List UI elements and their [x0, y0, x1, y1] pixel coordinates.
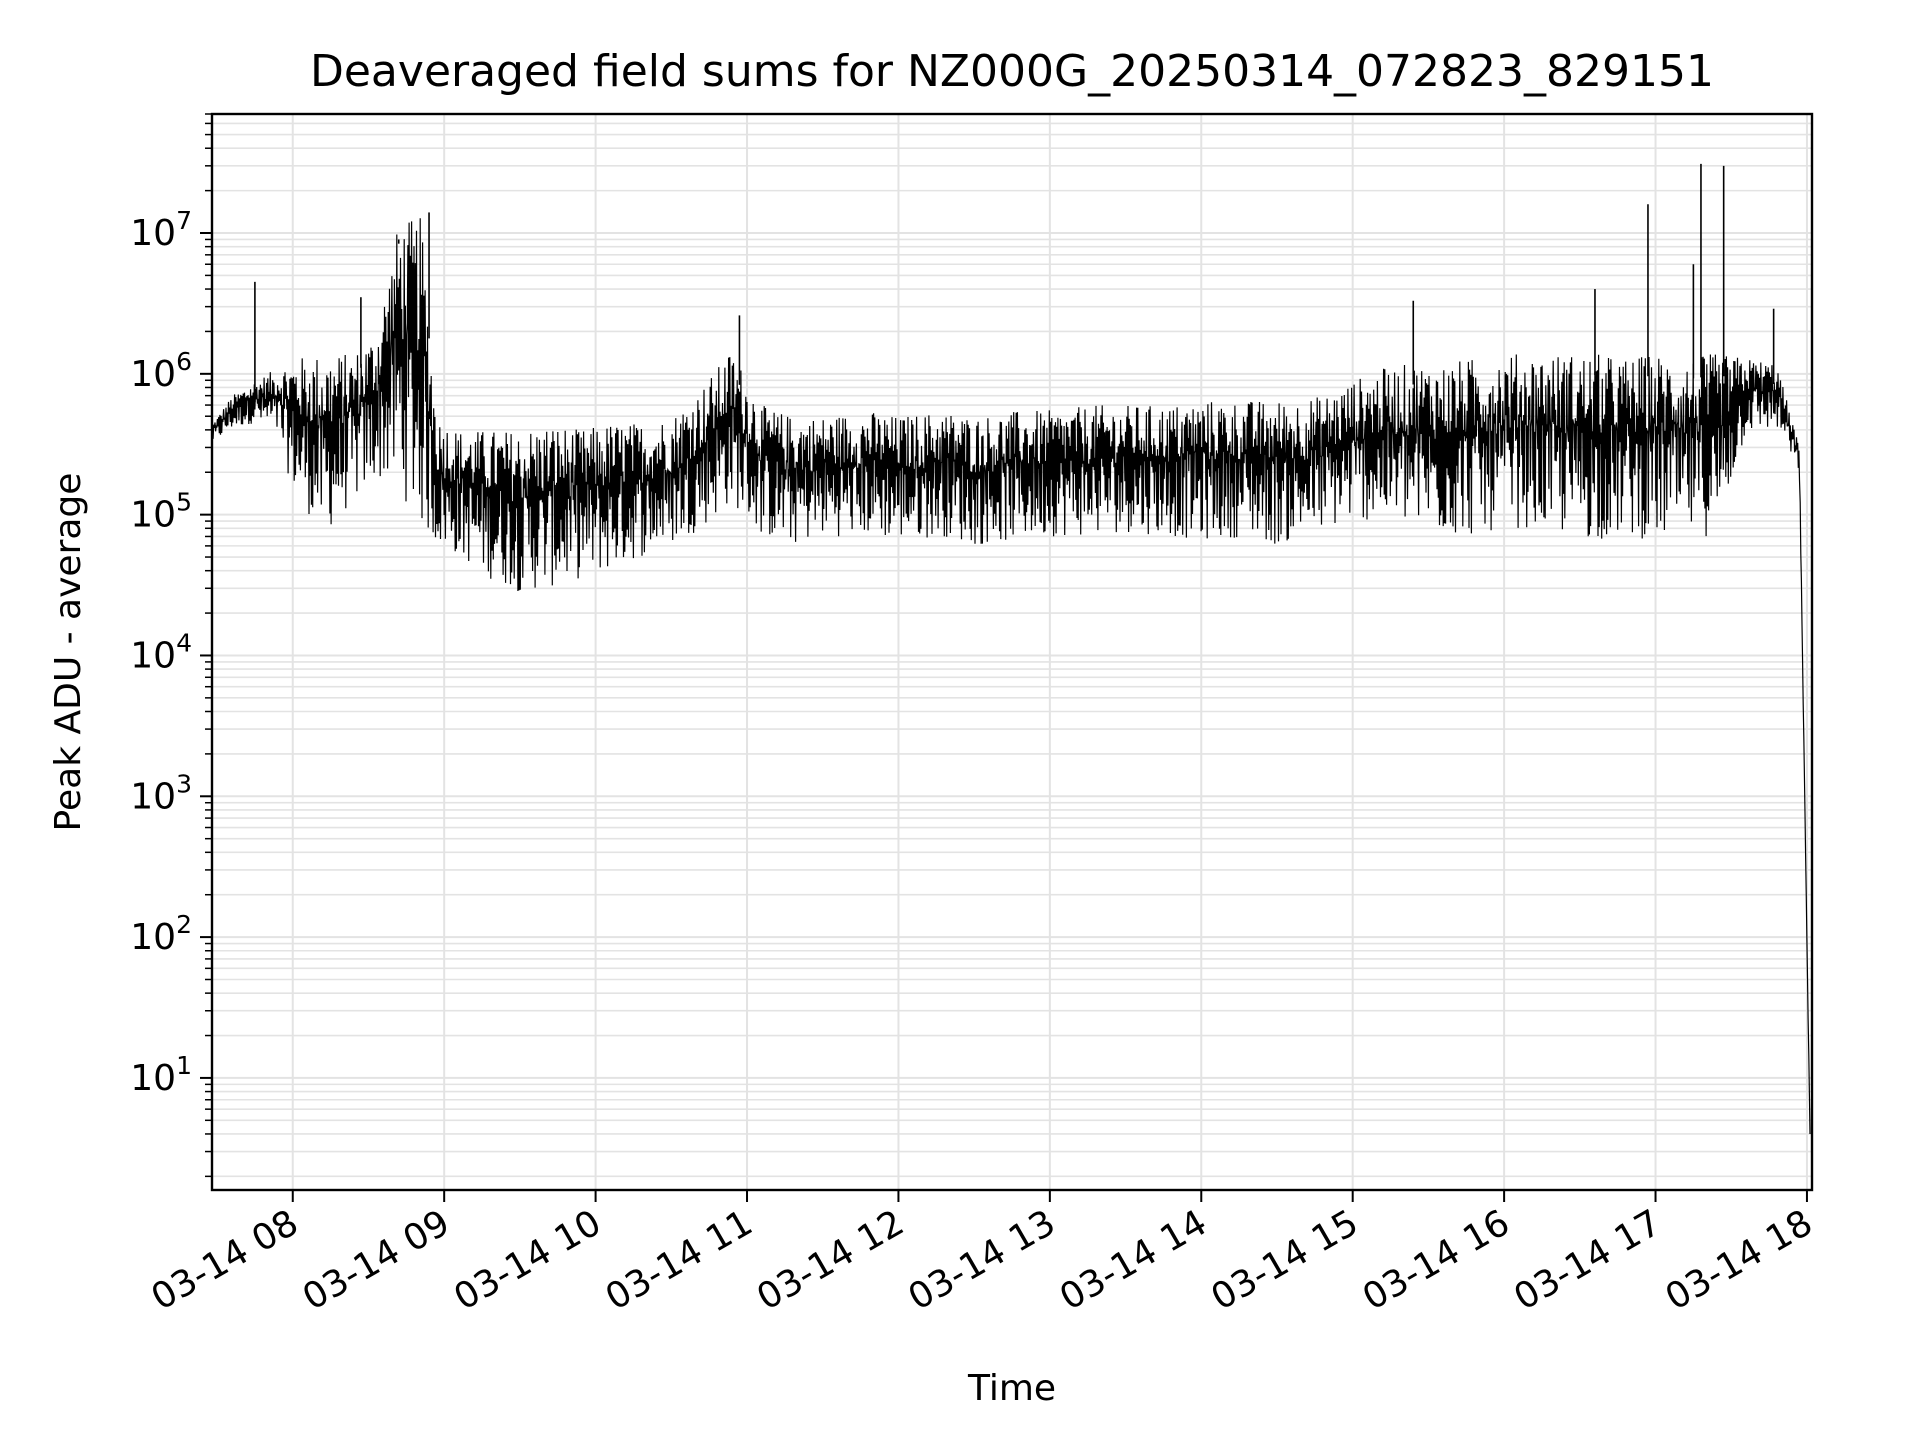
y-tick-label: 102	[130, 910, 192, 958]
chart-title: Deaveraged field sums for NZ000G_2025031…	[310, 46, 1714, 97]
x-axis-label: Time	[967, 1368, 1056, 1409]
y-axis-ticks: 101 102 103 104 105 106 107	[130, 113, 212, 1178]
y-tick-label: 104	[130, 628, 192, 676]
y-axis-label: Peak ADU - average	[48, 473, 89, 832]
y-tick-label: 101	[130, 1051, 192, 1099]
y-tick-label: 103	[130, 769, 192, 817]
grid-major	[212, 114, 1812, 1190]
y-tick-label: 106	[130, 347, 192, 395]
series-line	[211, 218, 1811, 1135]
plot-frame	[210, 112, 1814, 1192]
y-tick-label: 105	[130, 488, 192, 536]
y-tick-label: 107	[130, 206, 192, 254]
series	[211, 163, 1811, 1135]
